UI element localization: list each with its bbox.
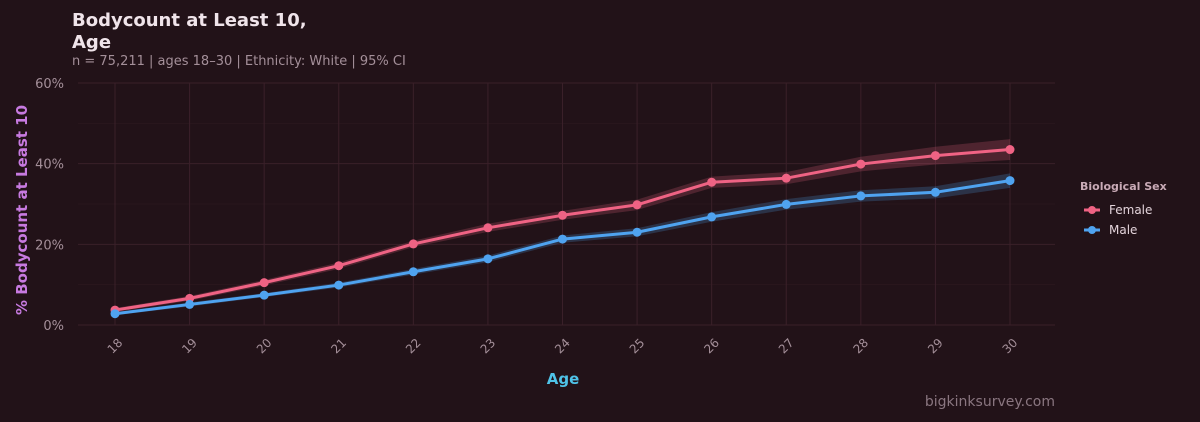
male-legend-label: Male (1109, 223, 1137, 237)
x-tick-label: 24 (552, 336, 573, 357)
x-tick-label: 28 (850, 336, 871, 357)
x-tick-label: 20 (254, 336, 275, 357)
chart-title: Bodycount at Least 10, Age (72, 10, 307, 54)
chart-title-line-1: Bodycount at Least 10, (72, 10, 307, 31)
x-tick-label: 29 (925, 336, 946, 357)
male-data-point (334, 280, 344, 290)
legend-title: Biological Sex (1080, 180, 1167, 193)
y-tick-label: 40% (35, 158, 64, 173)
male-data-point (259, 290, 269, 300)
female-data-point (483, 223, 493, 233)
male-data-point (1005, 176, 1015, 186)
grid-lines (78, 82, 1055, 326)
x-tick-label: 21 (328, 336, 349, 357)
male-data-point (856, 191, 866, 201)
female-data-point (856, 159, 866, 169)
male-data-point (408, 267, 418, 277)
female-data-point (707, 177, 717, 187)
x-axis-title: Age (547, 370, 580, 388)
male-data-point (781, 199, 791, 209)
male-data-point (707, 212, 717, 222)
legend-item-male: Male (1084, 223, 1137, 237)
female-data-point (558, 210, 567, 220)
x-axis-ticks: 18 19 20 21 22 23 24 25 26 27 28 29 30 (105, 336, 1021, 357)
female-data-point (781, 173, 791, 183)
x-tick-label: 27 (776, 336, 797, 357)
female-data-point (930, 151, 940, 161)
x-tick-label: 25 (627, 336, 648, 357)
series-points (110, 145, 1015, 319)
female-data-point (1005, 145, 1015, 155)
source-caption: bigkinksurvey.com (924, 394, 1055, 410)
male-data-point (185, 299, 195, 309)
male-data-point (930, 187, 940, 197)
y-tick-label: 20% (35, 238, 64, 253)
y-axis-ticks: 0% 20% 40% 60% (35, 77, 64, 334)
x-tick-label: 23 (478, 336, 499, 357)
male-data-point (632, 227, 642, 237)
legend-item-female: Female (1084, 203, 1152, 217)
chart-title-line-2: Age (72, 32, 112, 53)
female-data-point (632, 200, 642, 210)
female-data-point (259, 278, 269, 288)
x-tick-label: 26 (701, 336, 722, 357)
y-tick-label: 0% (43, 319, 64, 334)
x-tick-label: 30 (1000, 336, 1021, 357)
female-data-point (408, 239, 418, 249)
male-data-point (483, 254, 493, 264)
female-data-point (334, 261, 344, 271)
female-legend-label: Female (1109, 203, 1152, 217)
x-tick-label: 22 (403, 336, 424, 357)
female-legend-marker (1088, 206, 1096, 214)
male-data-point (558, 234, 567, 244)
legend-items: Female Male (1084, 203, 1152, 237)
legend: Biological Sex Female Male (1080, 180, 1167, 237)
male-data-point (110, 309, 120, 319)
y-tick-label: 60% (35, 77, 64, 92)
y-axis-title: % Bodycount at Least 10 (13, 105, 31, 315)
x-tick-label: 18 (105, 336, 126, 357)
male-legend-marker (1088, 226, 1096, 234)
chart-subtitle: n = 75,211 | ages 18–30 | Ethnicity: Whi… (72, 54, 406, 69)
x-tick-label: 19 (179, 336, 200, 357)
